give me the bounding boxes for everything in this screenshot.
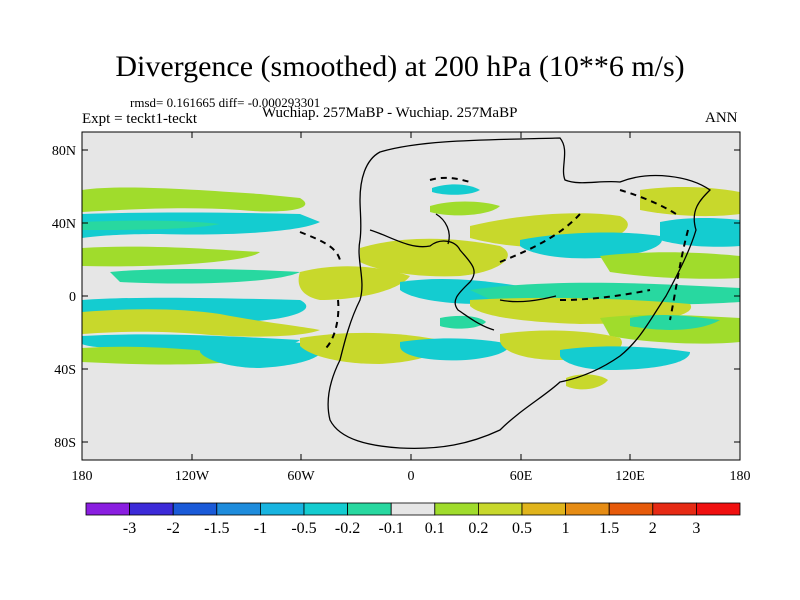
colorbar-swatch — [259, 502, 305, 516]
lon-label-60w: 60W — [287, 469, 315, 484]
subtitle: Wuchiap. 257MaBP - Wuchiap. 257MaBP — [262, 105, 518, 121]
field-band-cyan — [82, 220, 220, 230]
field-blob-cyan — [660, 218, 740, 247]
field-blob-cyan — [200, 340, 322, 368]
colorbar-label: 1 — [562, 520, 570, 537]
field-blob-green — [600, 252, 740, 279]
island-arc — [669, 229, 689, 321]
lon-label-0: 0 — [408, 469, 415, 484]
lon-label-180w: 180 — [72, 469, 93, 484]
island-arc — [325, 299, 340, 349]
colorbar-swatch — [565, 502, 610, 516]
colorbar: -3 -2 -1.5 -1 -0.5 -0.2 -0.1 0.1 0.2 0.5 1 1.5 2 3 — [85, 502, 741, 537]
colorbar-label: -0.2 — [335, 520, 360, 537]
island-arc — [499, 213, 581, 263]
coastlines — [327, 137, 712, 449]
colorbar-label: -1.5 — [204, 520, 229, 537]
field-band-green — [82, 187, 306, 212]
field-blob-cyan — [432, 184, 480, 195]
island-arc — [299, 231, 341, 261]
field-band-green — [82, 246, 260, 267]
field-blob-green — [640, 186, 740, 217]
colorbar-swatch — [652, 502, 697, 516]
colorbar-label: -3 — [123, 520, 136, 537]
lon-label-120e: 120E — [615, 469, 645, 484]
lon-label-120w: 120W — [175, 469, 210, 484]
colorbar-label: 3 — [692, 520, 700, 537]
colorbar-swatch — [390, 502, 436, 516]
field-blob-green — [430, 201, 500, 216]
colorbar-label: -2 — [167, 520, 180, 537]
colorbar-label: -1 — [254, 520, 267, 537]
coastline — [369, 229, 495, 331]
lat-label-equator: 0 — [69, 290, 76, 305]
island-arc — [429, 176, 471, 183]
colorbar-swatch — [216, 502, 261, 516]
colorbar-swatch — [608, 502, 654, 516]
plot-title: Divergence (smoothed) at 200 hPa (10**6 … — [115, 50, 685, 83]
x-axis-ticks — [81, 132, 741, 460]
colorbar-swatch — [521, 502, 566, 516]
lon-label-60e: 60E — [510, 469, 533, 484]
colorbar-label: 0.1 — [425, 520, 445, 537]
lon-label-180e: 180 — [730, 469, 751, 484]
field-blob-cyan — [440, 315, 486, 329]
coastline — [435, 213, 450, 245]
field-blob-cyan — [400, 338, 510, 361]
field-blob-cyan — [560, 346, 690, 370]
colorbar-swatch — [347, 502, 392, 516]
colorbar-label: -0.5 — [291, 520, 316, 537]
field-band-green — [298, 266, 410, 300]
colorbar-label: -0.1 — [379, 520, 404, 537]
field-band-cyan — [110, 269, 300, 284]
lat-label-40s: 40S — [54, 363, 76, 378]
y-axis-ticks — [82, 149, 740, 443]
season-label: ANN — [705, 110, 738, 126]
experiment-label: Expt = teckt1-teckt — [82, 111, 198, 127]
colorbar-swatch — [696, 502, 741, 516]
field-blob-green — [360, 238, 508, 277]
field-blob-green — [300, 332, 442, 364]
field-blob-cyan — [520, 232, 662, 259]
lat-label-80s: 80S — [54, 436, 76, 451]
colorbar-swatch — [85, 502, 130, 516]
island-arc — [619, 189, 677, 215]
colorbar-label: 2 — [649, 520, 657, 537]
island-arcs — [299, 176, 689, 349]
coastline — [499, 295, 557, 303]
lat-label-80n: 80N — [52, 144, 76, 159]
colorbar-swatch — [129, 502, 174, 516]
colorbar-swatch — [434, 502, 479, 516]
lat-label-40n: 40N — [52, 217, 76, 232]
field-band-green — [82, 309, 320, 337]
colorbar-label: 0.5 — [512, 520, 532, 537]
colorbar-swatch — [477, 502, 523, 516]
coastline — [327, 137, 712, 449]
field-band-cyan — [630, 314, 720, 330]
island-arc — [559, 289, 651, 301]
colorbar-label: 0.2 — [468, 520, 488, 537]
rmsd-diff-stats: rmsd= 0.161665 diff= -0.000293301 — [130, 95, 321, 110]
colorbar-swatch — [172, 502, 218, 516]
colorbar-label: 1.5 — [599, 520, 619, 537]
colorbar-swatch — [303, 502, 348, 516]
